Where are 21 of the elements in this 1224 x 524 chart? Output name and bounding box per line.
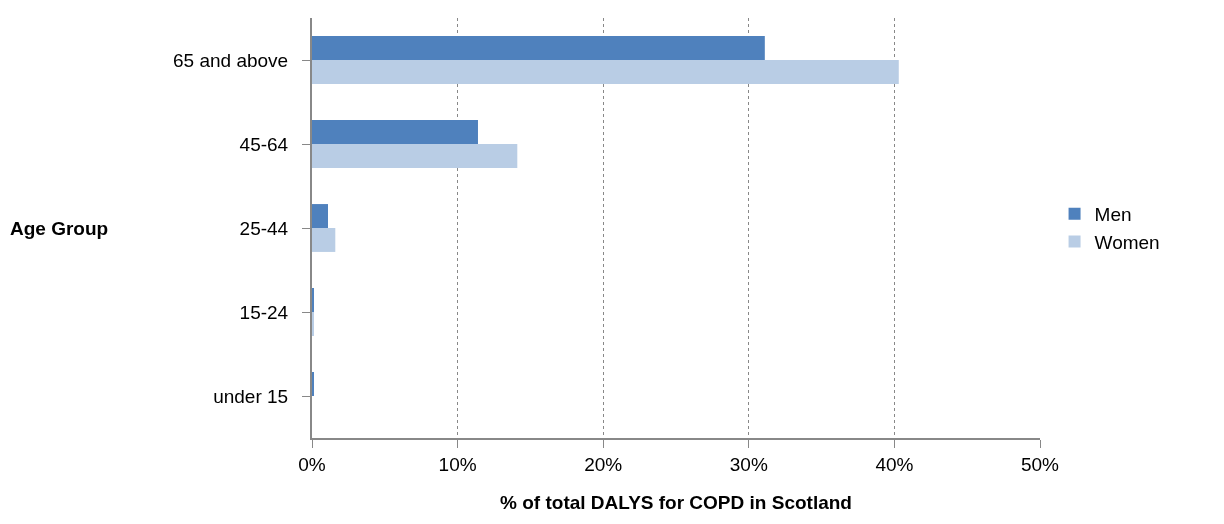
bar xyxy=(312,204,329,228)
x-tick-label: 50% xyxy=(1020,453,1060,475)
legend-label: Men xyxy=(1094,204,1132,226)
x-tick-label: 30% xyxy=(729,453,768,475)
bar xyxy=(312,144,518,168)
bar xyxy=(312,120,478,144)
legend-label: Women xyxy=(1094,231,1160,253)
bar xyxy=(312,36,765,60)
x-axis-title: % of total DALYS for COPD in Scotland xyxy=(500,492,852,514)
y-tick-label: 65 and above xyxy=(173,49,289,71)
bar xyxy=(312,60,899,84)
x-tick-label: 40% xyxy=(875,453,914,475)
x-tick-label: 0% xyxy=(298,453,326,475)
y-axis-title: Age Group xyxy=(10,218,109,239)
y-tick-label: 15-24 xyxy=(239,301,289,323)
y-tick-label: 25-44 xyxy=(239,217,289,239)
y-tick-label: 45-64 xyxy=(239,133,289,155)
y-tick-label: under 15 xyxy=(213,385,289,407)
x-tick-label: 10% xyxy=(438,453,477,475)
x-tick-label: 20% xyxy=(584,453,623,475)
bar xyxy=(312,228,336,252)
